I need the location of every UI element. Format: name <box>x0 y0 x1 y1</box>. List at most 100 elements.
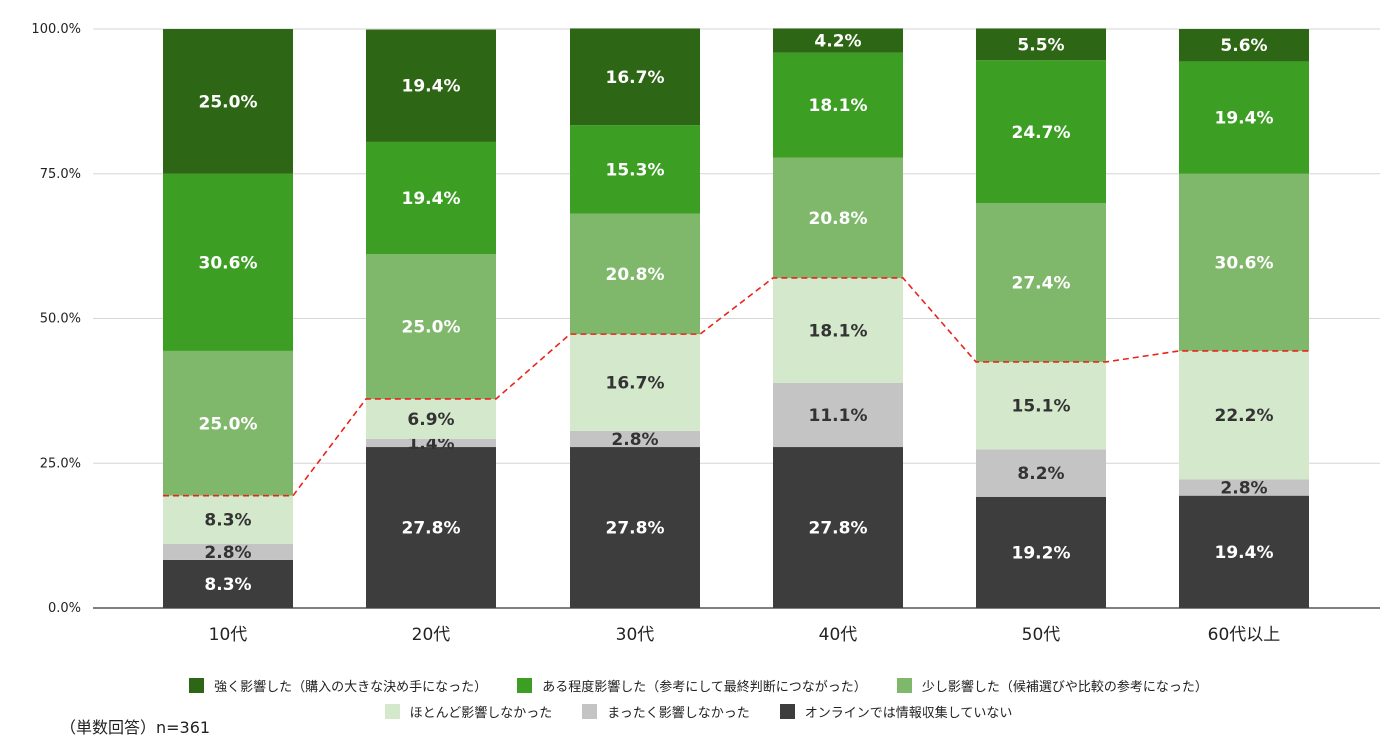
bar-segment <box>570 430 700 448</box>
legend-row: ほとんど影響しなかった まったく影響しなかった オンラインでは情報収集していない <box>0 698 1397 724</box>
bar-segment <box>773 52 903 158</box>
data-label: 30.6% <box>199 253 258 273</box>
data-label: 8.2% <box>1017 464 1064 484</box>
bar-segment <box>163 543 293 560</box>
data-label: 27.8% <box>402 519 461 539</box>
data-label: 11.1% <box>809 406 868 426</box>
bar-segment <box>773 382 903 448</box>
data-label: 25.0% <box>199 414 258 434</box>
bar-segment <box>773 157 903 278</box>
data-label: 6.9% <box>407 410 454 430</box>
data-label: 2.8% <box>204 543 251 563</box>
bar-segment <box>976 449 1106 497</box>
data-label: 2.8% <box>1220 479 1267 499</box>
bar-segment <box>570 447 700 608</box>
legend-label: 少し影響した（候補選びや比較の参考になった） <box>921 679 1208 695</box>
bar-segment <box>366 254 496 399</box>
bar-segment <box>570 125 700 214</box>
legend-label: ほとんど影響しなかった <box>409 705 553 721</box>
legend-swatch <box>582 703 598 719</box>
data-label: 18.1% <box>809 321 868 341</box>
legend-item: 強く影響した（購入の大きな決め手になった） <box>189 676 487 695</box>
data-label: 8.3% <box>204 575 251 595</box>
data-label: 19.4% <box>402 77 461 97</box>
data-label: 5.6% <box>1220 36 1267 56</box>
data-label: 25.0% <box>199 92 258 112</box>
data-label: 20.8% <box>809 209 868 229</box>
legend-label: 強く影響した（購入の大きな決め手になった） <box>214 679 488 695</box>
x-tick-label: 60代以上 <box>1208 625 1281 645</box>
legend-swatch <box>384 703 400 719</box>
data-label: 19.4% <box>1215 109 1274 129</box>
bar-segment <box>570 213 700 335</box>
bar-segment <box>773 447 903 608</box>
x-tick-label: 30代 <box>616 625 655 645</box>
bar-segment <box>773 277 903 383</box>
data-label: 1.4% <box>407 434 454 454</box>
data-label: 15.3% <box>606 160 665 180</box>
data-label: 16.7% <box>606 68 665 88</box>
data-label: 15.1% <box>1012 397 1071 417</box>
data-label: 19.4% <box>402 189 461 209</box>
bar-segment <box>1179 29 1309 62</box>
bar-segment <box>366 438 496 448</box>
y-tick-label: 0.0% <box>48 601 81 616</box>
bar-segment <box>1179 495 1309 608</box>
y-tick-label: 50.0% <box>40 312 81 327</box>
bar-segment <box>163 29 293 174</box>
data-label: 25.0% <box>402 318 461 338</box>
data-label: 22.2% <box>1215 406 1274 426</box>
legend-swatch <box>189 677 205 693</box>
data-label: 20.8% <box>606 265 665 285</box>
sample-size-note: （単数回答）n=361 <box>60 718 211 737</box>
bar-segment <box>976 361 1106 450</box>
x-tick-label: 20代 <box>412 625 451 645</box>
bar-segment <box>773 28 903 53</box>
bar-segment <box>570 334 700 431</box>
legend-row: 強く影響した（購入の大きな決め手になった） ある程度影響した（参考にして最終判断に… <box>0 672 1397 698</box>
bar-segment <box>366 141 496 255</box>
bar-segment <box>976 496 1106 608</box>
data-label: 8.3% <box>204 511 251 531</box>
bar-segment <box>366 398 496 439</box>
data-label: 5.5% <box>1017 35 1064 55</box>
legend-label: オンラインでは情報収集していない <box>804 705 1013 721</box>
bar-segment <box>570 28 700 126</box>
legend-label: ある程度影響した（参考にして最終判断につながった） <box>542 679 867 695</box>
bar-segment <box>1179 350 1309 480</box>
legend-item: まったく影響しなかった <box>582 702 750 721</box>
bar-segment <box>1179 61 1309 174</box>
bar-segment <box>976 203 1106 362</box>
legend-swatch <box>779 703 795 719</box>
data-label: 27.8% <box>809 519 868 539</box>
legend-label: まったく影響しなかった <box>607 705 750 721</box>
data-label: 30.6% <box>1215 253 1274 273</box>
data-label: 4.2% <box>814 32 861 52</box>
bar-segment <box>976 60 1106 204</box>
data-label: 24.7% <box>1012 123 1071 143</box>
data-label: 27.8% <box>606 519 665 539</box>
bar-segment <box>366 447 496 608</box>
bar-segment <box>163 173 293 351</box>
bar-segment <box>163 495 293 544</box>
legend-item: 少し影響した（候補選びや比較の参考になった） <box>896 676 1208 695</box>
data-label: 2.8% <box>611 430 658 450</box>
legend-swatch <box>517 677 533 693</box>
bar-segment <box>163 350 293 496</box>
bar-segment <box>1179 173 1309 351</box>
data-label: 18.1% <box>809 96 868 116</box>
bar-segment <box>1179 479 1309 496</box>
x-tick-label: 50代 <box>1022 625 1061 645</box>
x-tick-label: 10代 <box>209 625 248 645</box>
y-tick-label: 75.0% <box>40 167 81 182</box>
legend-item: ほとんど影響しなかった <box>384 702 553 721</box>
data-label: 19.4% <box>1215 543 1274 563</box>
legend: 強く影響した（購入の大きな決め手になった） ある程度影響した（参考にして最終判断に… <box>0 672 1397 724</box>
legend-item: オンラインでは情報収集していない <box>779 702 1013 721</box>
data-label: 19.2% <box>1012 543 1071 563</box>
bar-segment <box>366 29 496 142</box>
bar-segment <box>163 559 293 608</box>
data-label: 16.7% <box>606 373 665 393</box>
y-tick-label: 25.0% <box>40 456 81 471</box>
legend-swatch <box>896 677 912 693</box>
